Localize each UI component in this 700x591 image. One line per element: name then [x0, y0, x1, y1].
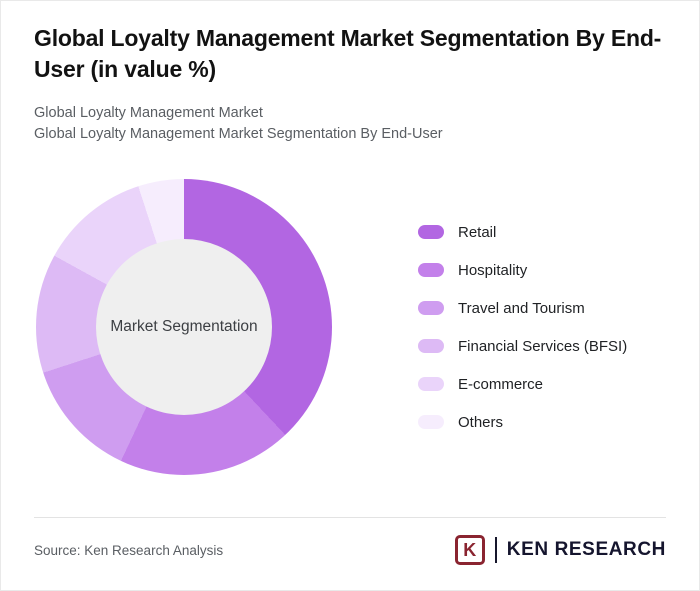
legend-label: Hospitality	[458, 261, 528, 279]
donut-center: Market Segmentation	[96, 239, 272, 415]
legend-item-travel-and-tourism: Travel and Tourism	[418, 300, 627, 317]
footer-divider	[34, 517, 666, 518]
legend-label: Retail	[458, 223, 497, 241]
legend-item-e-commerce: E-commerce	[418, 376, 627, 393]
donut-chart: Market Segmentation	[36, 179, 332, 475]
subtitle-block: Global Loyalty Management Market Global …	[34, 103, 666, 145]
subtitle-line-2: Global Loyalty Management Market Segment…	[34, 124, 666, 145]
legend-item-hospitality: Hospitality	[418, 262, 627, 279]
page-title: Global Loyalty Management Market Segment…	[34, 25, 662, 82]
subtitle-line-1: Global Loyalty Management Market	[34, 103, 666, 124]
legend-label: Others	[458, 413, 504, 431]
subtitle-line-2-text: Global Loyalty Management Market Segment…	[34, 126, 443, 142]
legend-item-retail: Retail	[418, 224, 627, 241]
legend-label: E-commerce	[458, 375, 544, 393]
legend-swatch	[418, 377, 444, 391]
legend-swatch	[418, 415, 444, 429]
footer: Source: Ken Research Analysis K KEN RESE…	[34, 528, 666, 572]
ken-research-logo-text: KEN RESEARCH	[506, 539, 666, 560]
legend-label: Financial Services (BFSI)	[458, 337, 628, 355]
ken-research-logo: K KEN RESEARCH	[454, 535, 666, 565]
ken-research-logo-mark-icon: K	[454, 535, 485, 565]
legend-swatch	[418, 263, 444, 277]
legend-swatch	[418, 339, 444, 353]
legend-swatch	[418, 301, 444, 315]
source-text: Source: Ken Research Analysis	[34, 542, 224, 558]
subtitle-line-1-text: Global Loyalty Management Market	[34, 105, 263, 121]
legend-item-financial-services-bfsi: Financial Services (BFSI)	[418, 338, 627, 355]
legend-item-others: Others	[418, 414, 627, 431]
chart-area: Market Segmentation Retail Hospitality T…	[34, 179, 666, 475]
donut-center-label: Market Segmentation	[110, 318, 258, 335]
logo-separator	[494, 537, 497, 563]
legend-label: Travel and Tourism	[458, 299, 585, 317]
legend-swatch	[418, 225, 444, 239]
legend: Retail Hospitality Travel and Tourism Fi…	[418, 224, 627, 431]
